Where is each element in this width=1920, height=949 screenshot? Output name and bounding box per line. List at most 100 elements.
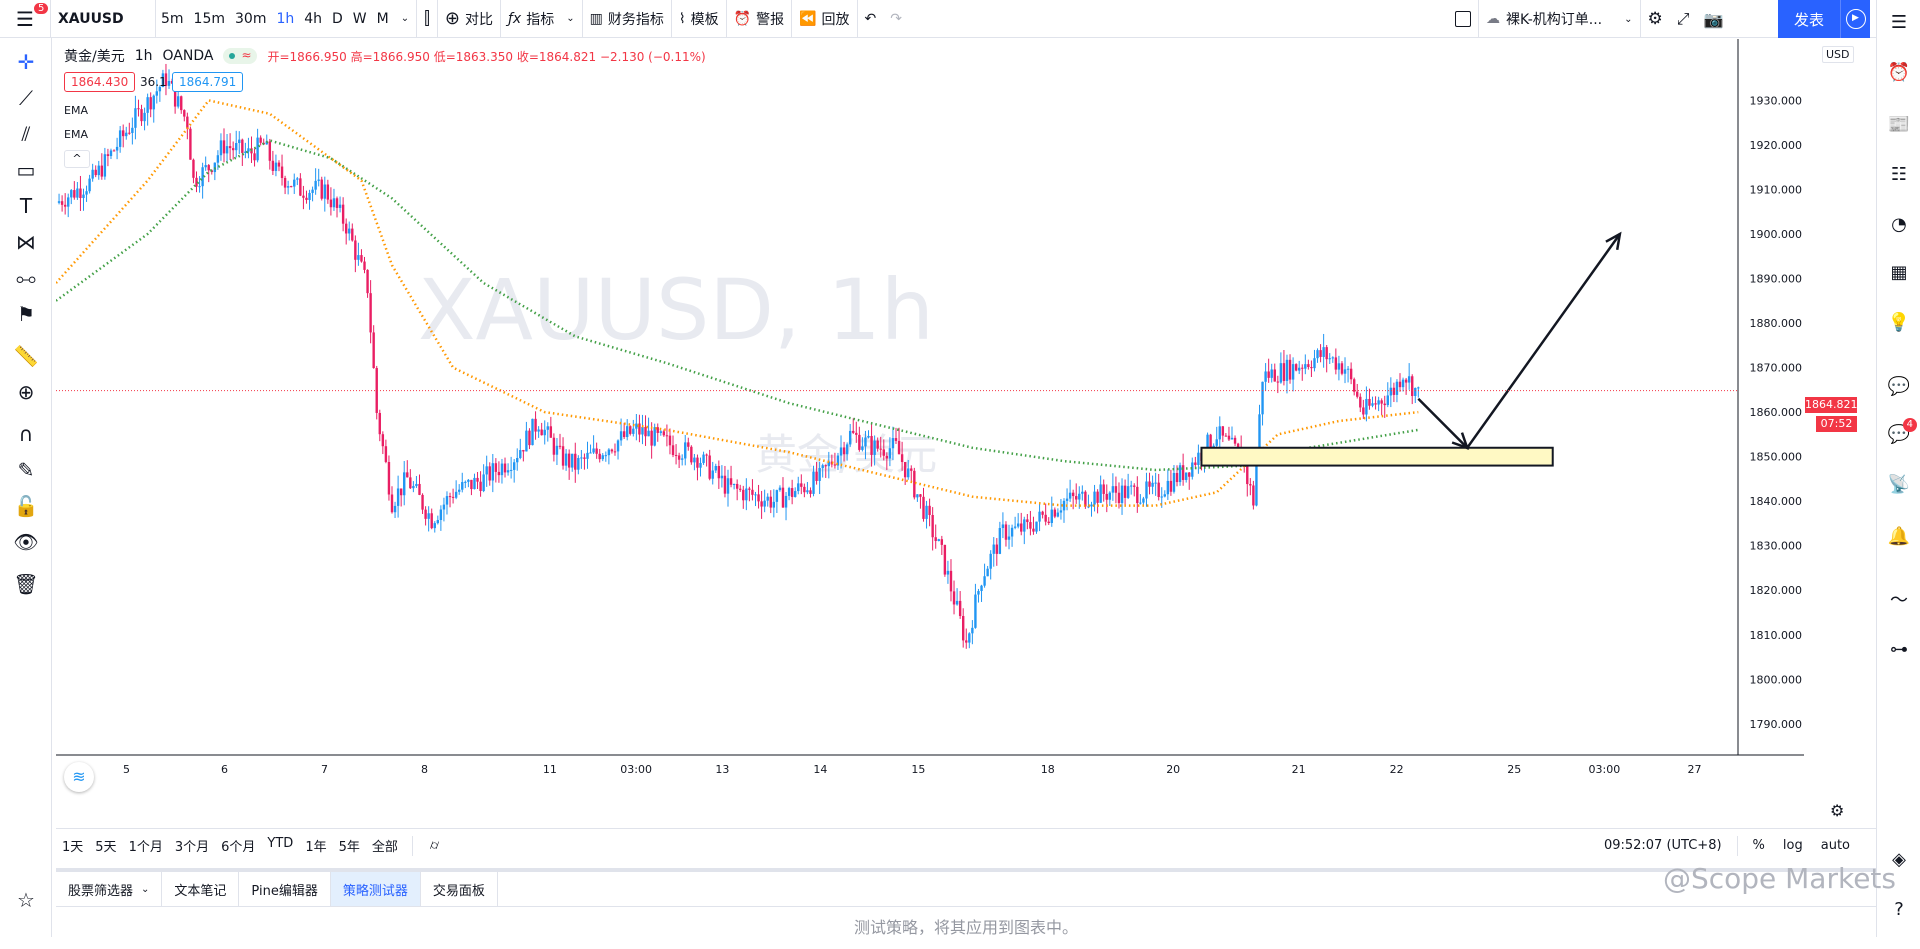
depth-icon[interactable]: ⊶: [1890, 638, 1908, 660]
alarm-icon[interactable]: ⏰: [1887, 61, 1911, 83]
market-status-icon[interactable]: ≈: [223, 48, 258, 64]
collapse-legend-button[interactable]: ^: [64, 150, 90, 168]
settings-button[interactable]: ⚙: [1641, 0, 1670, 38]
legend-symbol-name[interactable]: 黄金/美元: [64, 49, 125, 65]
demand-zone-rect[interactable]: [1200, 446, 1554, 467]
logo-icon[interactable]: ≋: [64, 762, 94, 792]
expand-button[interactable]: ⤢: [1670, 0, 1697, 38]
news-icon[interactable]: 📰: [1887, 113, 1911, 135]
messages-icon[interactable]: 💬 4: [1885, 418, 1917, 448]
candle-body: [876, 440, 879, 449]
lock-icon[interactable]: 🔓: [13, 494, 39, 518]
range-2[interactable]: 1个月: [128, 840, 163, 855]
chart-settings-gear-icon[interactable]: ⚙: [1830, 801, 1845, 820]
streams-icon[interactable]: 📡: [1887, 473, 1911, 495]
candle-body: [76, 188, 79, 198]
time-axis[interactable]: 5 6 7 8 11 03:00 13 14 15 18 20 21 22 25 03:00 27: [123, 763, 1702, 776]
hotlist-icon[interactable]: ◔: [1891, 213, 1907, 235]
buy-price-button[interactable]: 1864.791: [172, 72, 244, 92]
crosshair-icon[interactable]: ✛: [17, 50, 35, 74]
magnet-icon[interactable]: ∩: [18, 422, 34, 446]
interval-dropdown-chevron-icon[interactable]: ⌄: [400, 13, 410, 24]
zoom-in-icon[interactable]: ⊕: [17, 380, 35, 404]
candle-body: [244, 151, 247, 153]
ruler-icon[interactable]: 📏: [13, 344, 39, 368]
pitchfork-icon[interactable]: ⫽: [21, 122, 31, 146]
currency-label[interactable]: USD: [1822, 46, 1854, 63]
layers-icon[interactable]: ◈: [1892, 848, 1906, 870]
chat-icon[interactable]: 💬: [1887, 375, 1911, 397]
range-7[interactable]: 5年: [338, 840, 360, 855]
trend-line-icon[interactable]: ⟋: [19, 86, 33, 110]
log-toggle[interactable]: log: [1782, 838, 1803, 853]
lock-pen-icon[interactable]: ✎: [17, 458, 35, 482]
alert-button[interactable]: ⏰ 警报: [727, 0, 791, 38]
notification-bell-icon[interactable]: 🔔: [1887, 525, 1911, 547]
range-5[interactable]: YTD: [267, 836, 294, 851]
interval-M[interactable]: M: [376, 10, 389, 27]
sell-price-button[interactable]: 1864.430: [64, 72, 136, 92]
price-chart[interactable]: XAUUSD, 1h 黄金/美元 1930.000 1920.000 1910.00…: [56, 39, 1804, 795]
range-6[interactable]: 1年: [305, 840, 327, 855]
text-icon[interactable]: T: [19, 194, 33, 218]
tab-4[interactable]: 交易面板: [421, 872, 498, 906]
range-3[interactable]: 3个月: [174, 840, 210, 855]
ema-legend-1[interactable]: EMA: [64, 104, 88, 117]
percent-toggle[interactable]: %: [1752, 838, 1765, 853]
layout-selector[interactable]: ☁ 裸K-机构订单... ⌄: [1479, 0, 1640, 38]
tab-2[interactable]: Pine编辑器: [239, 872, 331, 906]
range-4[interactable]: 6个月: [221, 840, 256, 855]
candle-body: [794, 491, 797, 497]
auto-toggle[interactable]: auto: [1820, 838, 1850, 853]
chart-type-button[interactable]: ⫿: [417, 0, 437, 38]
help-icon[interactable]: ?: [1894, 898, 1904, 920]
interval-30m[interactable]: 30m: [235, 10, 267, 27]
interval-5m[interactable]: 5m: [161, 10, 184, 27]
goto-date-button[interactable]: ⌭: [421, 838, 448, 853]
interval-W[interactable]: W: [352, 10, 367, 27]
redo-button[interactable]: ↷: [883, 0, 909, 38]
projection-arrow[interactable]: [1417, 233, 1621, 450]
drawing-toolbar: ✛ ⟋ ⫽ ▭ T ⋈ ⧟ ⚑ 📏 ⊕ ∩ ✎ 🔓 👁 🗑 ☆: [0, 38, 52, 937]
compare-button[interactable]: ⊕ 对比: [438, 0, 500, 38]
chevron-down-icon[interactable]: ⌄: [141, 883, 150, 895]
clock-display[interactable]: 09:52:07 (UTC+8): [1603, 838, 1722, 853]
pattern-icon[interactable]: ⋈: [16, 230, 36, 254]
interval-1h[interactable]: 1h: [276, 10, 295, 27]
interval-4h[interactable]: 4h: [304, 10, 323, 27]
interval-15m[interactable]: 15m: [193, 10, 225, 27]
watchlist-icon[interactable]: ☰: [1890, 11, 1908, 33]
interval-D[interactable]: D: [332, 10, 343, 27]
data-window-icon[interactable]: ☷: [1890, 163, 1908, 185]
trend-icon[interactable]: 〜: [1890, 590, 1908, 611]
replay-button[interactable]: ⏪ 回放: [792, 0, 856, 38]
financials-button[interactable]: ▥ 财务指标: [583, 0, 671, 38]
templates-button[interactable]: ⌇ 模板: [672, 0, 726, 38]
tab-0[interactable]: 股票筛选器 ⌄: [56, 872, 163, 906]
candle-body: [1316, 350, 1319, 359]
ema-legend-2[interactable]: EMA: [64, 128, 88, 141]
fullscreen-toggle[interactable]: [1448, 0, 1478, 38]
menu-button[interactable]: ☰ 5: [0, 0, 50, 38]
snapshot-button[interactable]: 📷: [1697, 0, 1731, 38]
indicators-button[interactable]: ƒx 指标 ⌄: [501, 0, 582, 38]
price-axis[interactable]: 1930.000 1920.000 1910.000 1900.000 1890.000…: [56, 39, 1804, 756]
play-button[interactable]: ▶: [1840, 0, 1870, 38]
eye-icon[interactable]: 👁: [13, 530, 39, 554]
publish-button[interactable]: 发表: [1778, 0, 1840, 38]
candle-body: [1380, 400, 1383, 404]
undo-button[interactable]: ↶: [858, 0, 884, 38]
prediction-icon[interactable]: ⧟: [16, 266, 36, 290]
symbol-search[interactable]: XAUUSD: [58, 10, 124, 27]
calendar-icon[interactable]: ▦: [1890, 261, 1908, 283]
tab-1[interactable]: 文本笔记: [162, 872, 240, 906]
range-8[interactable]: 全部: [371, 840, 398, 855]
trash-icon[interactable]: 🗑: [13, 572, 39, 596]
brush-icon[interactable]: ⚑: [17, 302, 35, 326]
range-1[interactable]: 5天: [95, 840, 117, 855]
range-0[interactable]: 1天: [62, 840, 84, 855]
rectangle-icon[interactable]: ▭: [16, 158, 36, 182]
ideas-icon[interactable]: 💡: [1887, 311, 1911, 333]
tab-3[interactable]: 策略测试器: [330, 872, 421, 906]
star-icon[interactable]: ☆: [17, 888, 35, 912]
